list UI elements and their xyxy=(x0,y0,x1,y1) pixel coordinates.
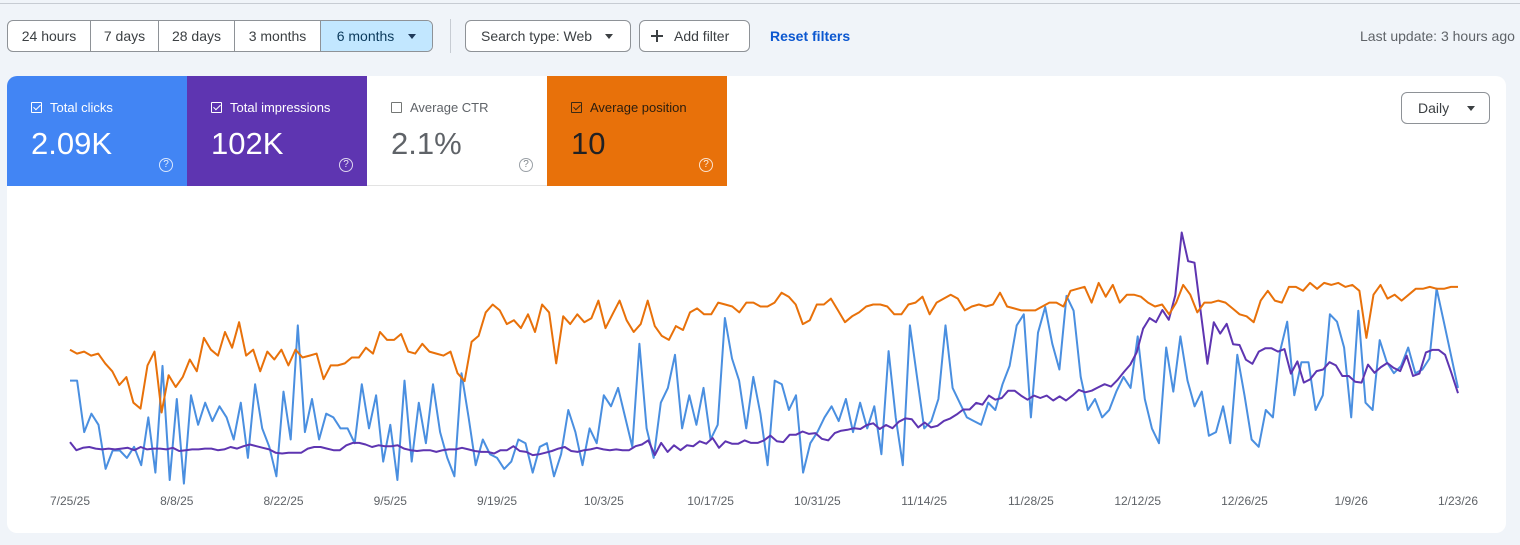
checkbox-unchecked-icon[interactable] xyxy=(391,102,402,113)
x-tick-label: 7/25/25 xyxy=(50,494,90,508)
metric-value: 2.1% xyxy=(391,126,462,161)
top-divider xyxy=(0,3,1520,4)
x-tick-label: 8/8/25 xyxy=(160,494,194,508)
dropdown-caret-icon xyxy=(1467,105,1476,111)
help-icon[interactable]: ? xyxy=(699,158,713,172)
range-label: 7 days xyxy=(103,28,146,44)
metric-label: Total clicks xyxy=(50,100,113,115)
metric-total-clicks[interactable]: Total clicks 2.09K ? xyxy=(7,76,187,186)
series-line-position xyxy=(69,281,1458,414)
reset-filters-link[interactable]: Reset filters xyxy=(770,28,851,44)
range-24-hours[interactable]: 24 hours xyxy=(8,21,91,51)
series-line-impressions xyxy=(69,231,1459,457)
plus-icon xyxy=(651,30,663,42)
x-tick-label: 9/5/25 xyxy=(374,494,408,508)
granularity-label: Daily xyxy=(1418,100,1450,116)
range-6-months[interactable]: 6 months xyxy=(321,21,432,51)
metric-total-impressions[interactable]: Total impressions 102K ? xyxy=(187,76,367,186)
metric-label: Average CTR xyxy=(410,100,489,115)
granularity-dropdown[interactable]: Daily xyxy=(1401,92,1490,124)
add-filter-button[interactable]: Add filter xyxy=(639,20,750,52)
metric-value: 102K xyxy=(211,126,284,161)
range-label: 6 months xyxy=(336,28,395,44)
filter-divider xyxy=(450,19,451,53)
x-tick-label: 10/17/25 xyxy=(687,494,734,508)
help-icon[interactable]: ? xyxy=(519,158,533,172)
x-tick-label: 11/14/25 xyxy=(901,494,947,508)
last-update-text: Last update: 3 hours ago xyxy=(1360,28,1515,44)
metric-value: 10 xyxy=(571,126,606,161)
metric-label: Average position xyxy=(590,100,687,115)
x-tick-label: 10/31/25 xyxy=(794,494,841,508)
range-3-months[interactable]: 3 months xyxy=(235,21,321,51)
x-tick-label: 12/12/25 xyxy=(1114,494,1161,508)
range-28-days[interactable]: 28 days xyxy=(159,21,235,51)
performance-chart[interactable]: 7/25/25 8/8/25 8/22/25 9/5/25 9/19/25 10/3/25… xyxy=(7,76,1506,533)
help-icon[interactable]: ? xyxy=(339,158,353,172)
range-label: 3 months xyxy=(248,28,307,44)
x-tick-label: 1/23/26 xyxy=(1438,494,1478,508)
metric-average-position[interactable]: Average position 10 ? xyxy=(547,76,727,186)
checkbox-checked-icon[interactable] xyxy=(31,102,42,113)
x-tick-label: 11/28/25 xyxy=(1008,494,1054,508)
x-tick-label: 9/19/25 xyxy=(477,494,517,508)
x-tick-label: 12/26/25 xyxy=(1221,494,1268,508)
search-type-dropdown[interactable]: Search type: Web xyxy=(465,20,631,52)
add-filter-label: Add filter xyxy=(674,28,730,44)
x-tick-label: 1/9/26 xyxy=(1335,494,1369,508)
help-icon[interactable]: ? xyxy=(159,158,173,172)
range-label: 24 hours xyxy=(21,28,77,44)
x-tick-label: 10/3/25 xyxy=(584,494,624,508)
range-label: 28 days xyxy=(171,28,222,44)
metric-average-ctr[interactable]: Average CTR 2.1% ? xyxy=(367,76,547,186)
checkbox-checked-icon[interactable] xyxy=(211,102,222,113)
performance-card: Total clicks 2.09K ? Total impressions 1… xyxy=(7,76,1506,533)
range-7-days[interactable]: 7 days xyxy=(91,21,159,51)
search-type-label: Search type: Web xyxy=(481,28,593,44)
dropdown-caret-icon xyxy=(408,33,417,39)
metric-value: 2.09K xyxy=(31,126,113,161)
dropdown-caret-icon xyxy=(605,33,614,39)
checkbox-checked-icon[interactable] xyxy=(571,102,582,113)
metric-label: Total impressions xyxy=(230,100,331,115)
x-tick-label: 8/22/25 xyxy=(264,494,304,508)
date-range-selector: 24 hours 7 days 28 days 3 months 6 month… xyxy=(7,20,433,52)
